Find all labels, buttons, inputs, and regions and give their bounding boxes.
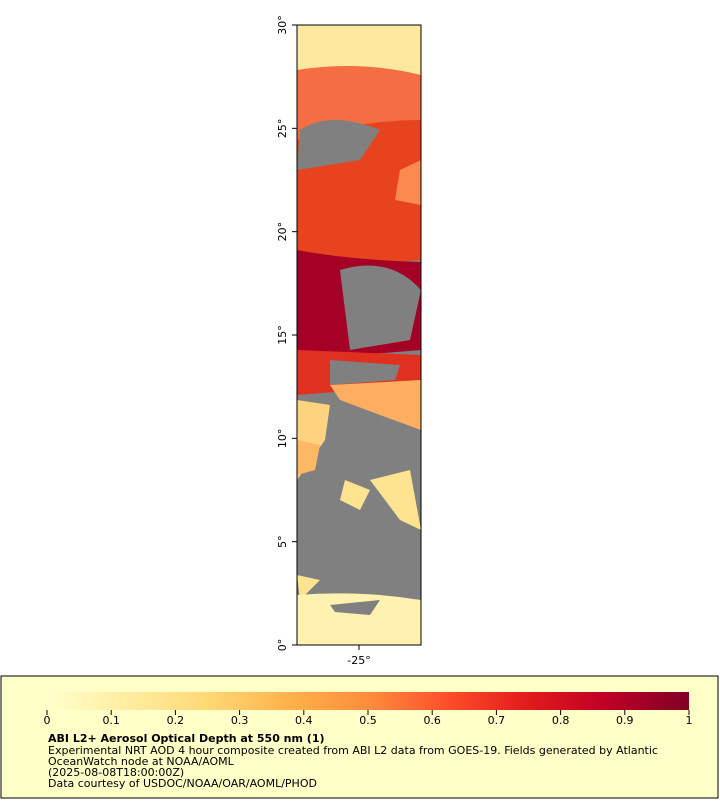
colorbar-tick-label: 0 [44,714,51,727]
colorbar-tick-label: 0.6 [423,714,441,727]
legend-note: Experimental NRT AOD 4 hour composite cr… [48,744,658,757]
colorbar-tick-label: 0.3 [231,714,249,727]
y-tick-label: 15° [276,325,289,345]
map-raster [297,25,421,645]
legend-note: Data courtesy of USDOC/NOAA/OAR/AOML/PHO… [48,777,317,790]
colorbar-tick-label: 0.2 [167,714,185,727]
colorbar [47,692,689,710]
colorbar-tick-label: 1 [686,714,693,727]
colorbar-tick-label: 0.8 [552,714,570,727]
y-tick-label: 5° [276,535,289,548]
colorbar-tick-label: 0.1 [102,714,120,727]
y-tick-label: 0° [276,639,289,652]
x-tick-label: -25° [347,654,370,667]
legend-note: OceanWatch node at NOAA/AOML [48,755,235,768]
y-tick-label: 30° [276,15,289,35]
colorbar-tick-label: 0.9 [616,714,634,727]
y-tick-label: 20° [276,222,289,242]
legend-note: (2025-08-08T18:00:00Z) [48,766,184,779]
y-tick-label: 10° [276,429,289,449]
legend-title: ABI L2+ Aerosol Optical Depth at 550 nm … [48,732,325,745]
colorbar-tick-label: 0.5 [359,714,377,727]
colorbar-tick-label: 0.7 [488,714,506,727]
y-tick-label: 25° [276,119,289,139]
colorbar-tick-label: 0.4 [295,714,313,727]
